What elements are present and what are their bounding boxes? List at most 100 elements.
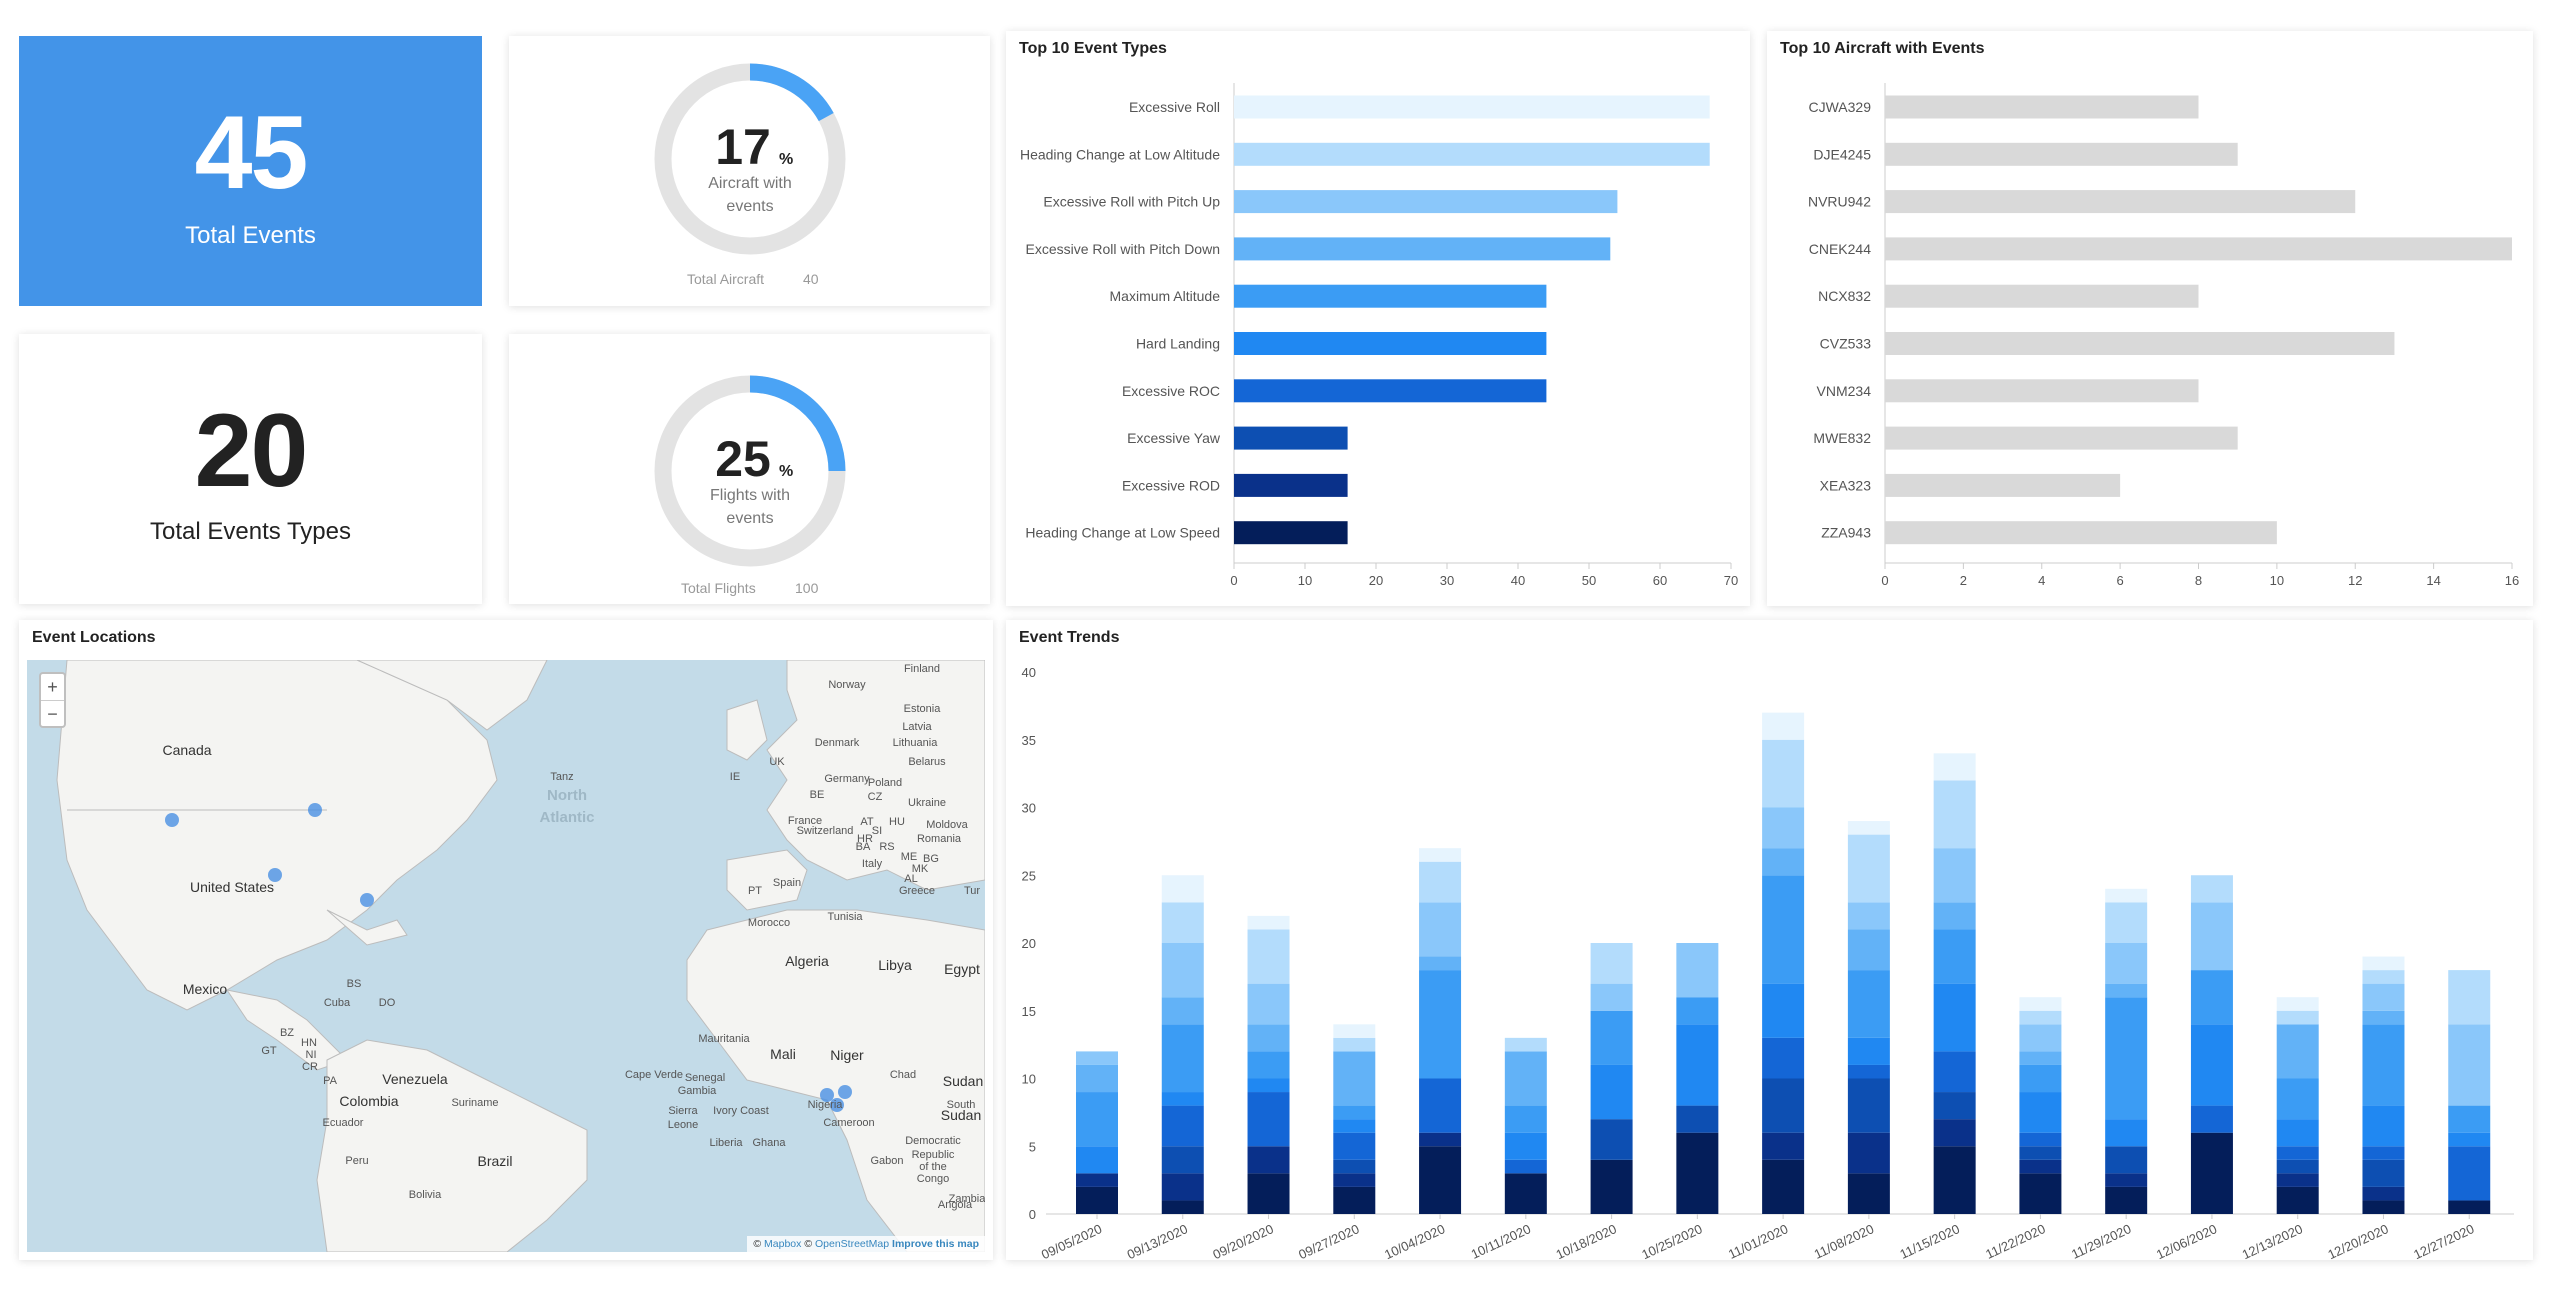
trend-bar-segment[interactable] [2105,1119,2148,1147]
trend-bar-segment[interactable] [2105,888,2148,903]
trend-bar-segment[interactable] [1676,997,1719,1025]
trend-bar-segment[interactable] [1504,1132,1547,1160]
trend-bar-segment[interactable] [1161,1200,1204,1214]
event-marker[interactable] [830,1098,844,1112]
trend-bar-segment[interactable] [1762,1159,1805,1214]
trend-bar-segment[interactable] [2019,1064,2062,1093]
trend-bar-segment[interactable] [1933,929,1976,984]
bar[interactable] [1234,190,1618,214]
trend-bar-segment[interactable] [2362,970,2405,984]
bar[interactable] [1885,473,2121,497]
trend-bar-segment[interactable] [1419,848,1462,862]
trend-bar-segment[interactable] [1161,943,1204,998]
bar[interactable] [1234,379,1547,403]
trend-bar-segment[interactable] [2019,1146,2062,1160]
trend-bar-segment[interactable] [1933,1051,1976,1093]
trend-bar-segment[interactable] [1247,1146,1290,1174]
trend-bar-segment[interactable] [2362,1010,2405,1025]
trend-bar-segment[interactable] [1247,915,1290,930]
trend-bar-segment[interactable] [2019,1010,2062,1025]
trend-bar-segment[interactable] [1419,1146,1462,1214]
trend-bar-segment[interactable] [2019,1173,2062,1214]
trend-bar-segment[interactable] [1161,875,1204,903]
event-marker[interactable] [360,893,374,907]
trend-bar-segment[interactable] [2362,1186,2405,1201]
trend-bar-segment[interactable] [1333,1037,1376,1052]
trend-bar-segment[interactable] [1333,1186,1376,1214]
bar[interactable] [1885,237,2512,261]
trend-bar-segment[interactable] [2276,1173,2319,1187]
trend-bar-segment[interactable] [1676,1132,1719,1214]
trend-bar-segment[interactable] [1847,1078,1890,1133]
trend-bar-segment[interactable] [2190,902,2233,971]
trend-bar-segment[interactable] [1676,1105,1719,1133]
trend-bar-segment[interactable] [2276,1186,2319,1214]
trend-bar-segment[interactable] [1161,1105,1204,1147]
trend-bar-segment[interactable] [1933,1119,1976,1147]
trend-bar-segment[interactable] [1590,1159,1633,1214]
trend-bar-segment[interactable] [1161,1092,1204,1106]
trend-bar-segment[interactable] [1762,739,1805,808]
trend-bar-segment[interactable] [2105,1186,2148,1214]
trend-bar-segment[interactable] [1847,1037,1890,1065]
trend-bar-segment[interactable] [1161,902,1204,943]
zoom-out-button[interactable]: − [47,704,58,724]
trend-bar-segment[interactable] [1333,1051,1376,1106]
bar[interactable] [1234,237,1611,261]
trend-bar-segment[interactable] [2448,1146,2491,1201]
trend-bar-segment[interactable] [1504,1159,1547,1174]
bar[interactable] [1885,190,2356,214]
trend-bar-segment[interactable] [2362,1024,2405,1106]
trend-bar-segment[interactable] [2448,1105,2491,1133]
trend-bar-segment[interactable] [1847,821,1890,835]
trend-bar-segment[interactable] [1419,861,1462,903]
bar[interactable] [1234,95,1710,119]
trend-bar-segment[interactable] [1076,1173,1118,1187]
trend-bar-segment[interactable] [1076,1186,1118,1214]
trend-bar-segment[interactable] [2276,1159,2319,1174]
bar[interactable] [1885,521,2277,545]
trend-bar-segment[interactable] [1247,929,1290,984]
trend-bar-segment[interactable] [2276,1078,2319,1120]
trend-bar-segment[interactable] [1076,1146,1118,1174]
trend-bar-segment[interactable] [2190,970,2233,1025]
trend-bar-segment[interactable] [1247,1024,1290,1052]
trend-bar-segment[interactable] [1847,1132,1890,1174]
trend-bar-segment[interactable] [2105,997,2148,1120]
trend-bar-segment[interactable] [1247,1173,1290,1214]
trend-bar-segment[interactable] [1847,929,1890,971]
trend-bar-segment[interactable] [2448,1132,2491,1147]
event-marker[interactable] [838,1085,852,1099]
trend-bar-segment[interactable] [1847,1173,1890,1214]
bar[interactable] [1885,284,2199,308]
trend-bar-segment[interactable] [2190,875,2233,903]
trend-bar-segment[interactable] [1333,1105,1376,1120]
trend-bar-segment[interactable] [2276,1146,2319,1160]
trend-bar-segment[interactable] [1762,848,1805,876]
bar[interactable] [1885,95,2199,119]
event-marker[interactable] [308,803,322,817]
trend-bar-segment[interactable] [1933,848,1976,903]
bar[interactable] [1234,521,1348,545]
event-marker[interactable] [820,1088,834,1102]
trend-bar-segment[interactable] [2019,997,2062,1011]
trend-bar-segment[interactable] [1590,1010,1633,1065]
trend-bar-segment[interactable] [1161,1173,1204,1201]
trend-bar-segment[interactable] [2105,1146,2148,1174]
trend-bar-segment[interactable] [1333,1159,1376,1174]
bar[interactable] [1885,426,2238,450]
bar[interactable] [1234,284,1547,308]
trend-bar-segment[interactable] [1161,1024,1204,1093]
trend-bar-segment[interactable] [2190,1024,2233,1106]
trend-bar-segment[interactable] [1504,1173,1547,1214]
trend-bar-segment[interactable] [1333,1132,1376,1160]
map-canvas[interactable]: Finland Norway Estonia Latvia Denmark Lithuan… [27,660,985,1252]
trend-bar-segment[interactable] [2276,1010,2319,1025]
trend-bar-segment[interactable] [1933,780,1976,849]
bar[interactable] [1885,332,2395,355]
trend-bar-segment[interactable] [1419,902,1462,957]
trend-bar-segment[interactable] [2105,1173,2148,1187]
bar[interactable] [1234,332,1547,355]
trend-bar-segment[interactable] [2276,1119,2319,1147]
trend-bar-segment[interactable] [2019,1132,2062,1147]
